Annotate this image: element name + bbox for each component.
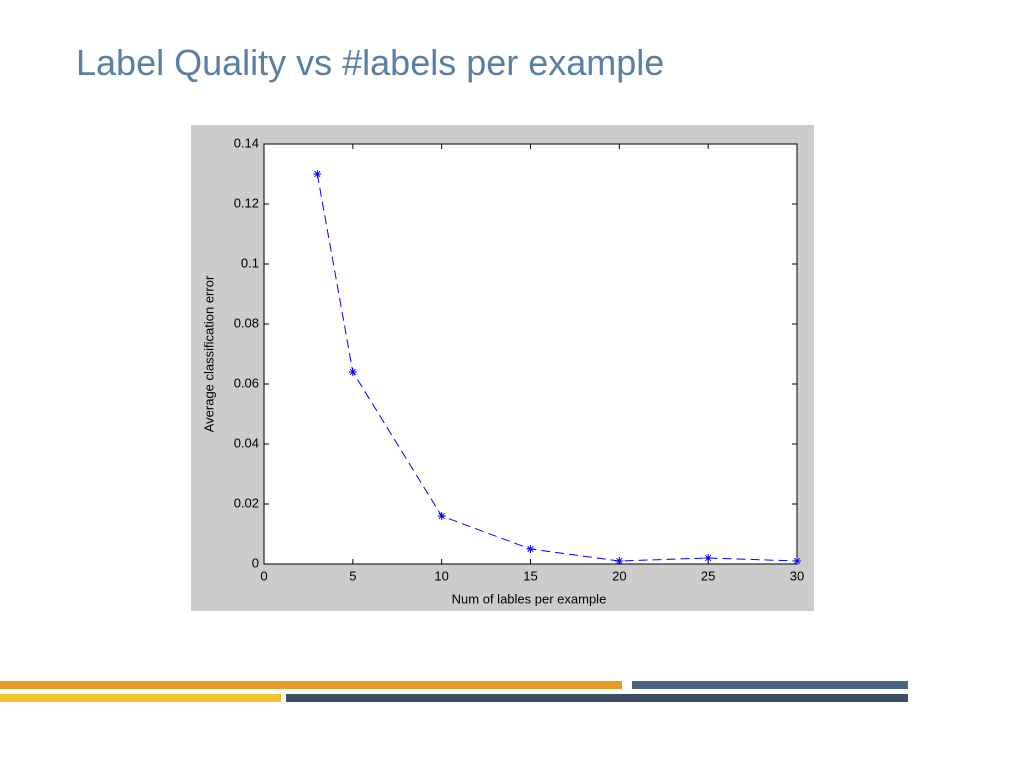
y-tick-label: 0.14 [234, 135, 259, 150]
y-tick-label: 0 [252, 555, 259, 570]
x-tick-label: 15 [523, 568, 537, 583]
x-tick-label: 5 [349, 568, 356, 583]
plot-area [263, 143, 798, 565]
y-tick-label: 0.06 [234, 375, 259, 390]
y-tick-label: 0.08 [234, 315, 259, 330]
y-tick-label: 0.1 [241, 255, 259, 270]
decor-bar [0, 681, 622, 689]
decor-bar [0, 694, 281, 702]
x-tick-label: 10 [434, 568, 448, 583]
data-marker [793, 557, 801, 565]
decor-bar [286, 694, 908, 702]
y-axis-label: Average classification error [201, 275, 216, 432]
y-tick-label: 0.12 [234, 195, 259, 210]
x-tick-label: 30 [790, 568, 804, 583]
x-axis-label: Num of lables per example [452, 591, 607, 606]
data-marker [615, 557, 624, 565]
slide-title: Label Quality vs #labels per example [76, 42, 664, 83]
data-marker [704, 554, 713, 562]
x-tick-label: 0 [260, 568, 267, 583]
data-marker [437, 512, 446, 520]
y-tick-label: 0.02 [234, 495, 259, 510]
x-tick-label: 20 [612, 568, 626, 583]
x-tick-label: 25 [701, 568, 715, 583]
data-marker [526, 545, 535, 553]
y-tick-label: 0.04 [234, 435, 259, 450]
data-marker [348, 368, 357, 376]
decor-bar [632, 681, 908, 689]
data-marker [313, 170, 322, 178]
